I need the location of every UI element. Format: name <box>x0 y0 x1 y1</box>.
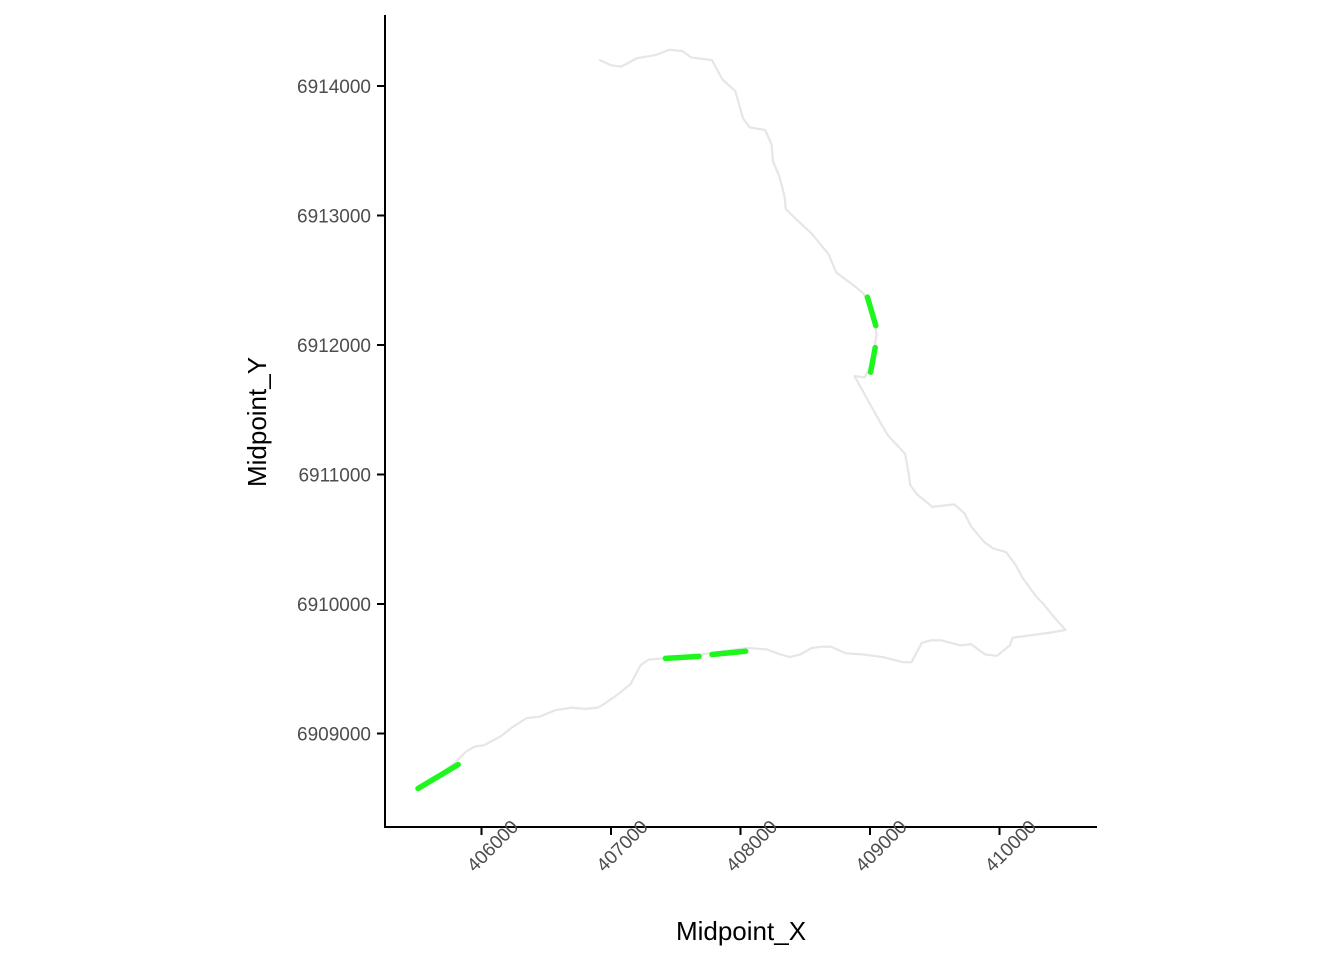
y-tick-label-6914000: 6914000 <box>297 77 371 98</box>
trail-layer <box>415 48 1067 791</box>
x-tick-label-410000: 410000 <box>981 817 1041 877</box>
x-ticks: 406000 407000 408000 409000 410000 <box>463 817 1041 877</box>
x-tick-label-408000: 408000 <box>722 817 782 877</box>
y-tick-label-6911000: 6911000 <box>298 466 371 487</box>
x-tick-label-409000: 409000 <box>852 817 912 877</box>
x-axis-title: Midpoint_X <box>676 916 806 946</box>
y-axis-title: Midpoint_Y <box>242 357 272 487</box>
highlight-dash-1 <box>415 761 461 792</box>
highlight-dash-5 <box>867 344 878 375</box>
y-ticks: 6909000 6910000 6911000 6912000 6913000 69140… <box>297 77 385 746</box>
x-tick-label-407000: 407000 <box>593 817 653 877</box>
highlight-dash-4 <box>864 294 879 329</box>
highlight-layer <box>415 294 879 792</box>
highlight-dash-3 <box>709 648 749 658</box>
y-tick-label-6910000: 6910000 <box>297 595 371 616</box>
axes <box>384 15 1097 828</box>
x-tick-label-406000: 406000 <box>463 817 523 877</box>
y-tick-label-6912000: 6912000 <box>297 336 371 357</box>
trail-line <box>415 48 1067 791</box>
highlight-dash-2 <box>662 653 702 662</box>
y-tick-label-6909000: 6909000 <box>297 725 371 746</box>
y-tick-label-6913000: 6913000 <box>297 207 371 228</box>
